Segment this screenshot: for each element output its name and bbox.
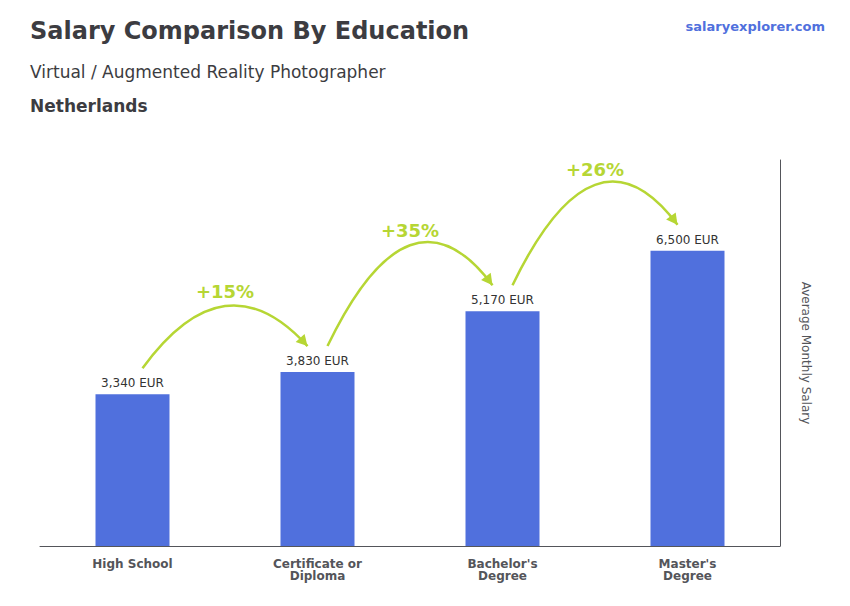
- svg-text:3,340 EUR: 3,340 EUR: [101, 376, 164, 390]
- svg-text:Netherlands: Netherlands: [30, 96, 148, 116]
- svg-text:Certificate or: Certificate or: [273, 557, 362, 571]
- svg-text:Degree: Degree: [663, 569, 712, 583]
- svg-text:5,170 EUR: 5,170 EUR: [471, 293, 534, 307]
- svg-text:Average Monthly Salary: Average Monthly Salary: [799, 282, 813, 425]
- svg-text:3,830 EUR: 3,830 EUR: [286, 354, 349, 368]
- svg-text:Bachelor's: Bachelor's: [467, 557, 538, 571]
- svg-text:salaryexplorer.com: salaryexplorer.com: [686, 19, 825, 34]
- svg-text:+15%: +15%: [196, 281, 254, 302]
- svg-text:Master's: Master's: [658, 557, 717, 571]
- svg-text:High School: High School: [92, 557, 172, 571]
- svg-text:Diploma: Diploma: [290, 569, 346, 583]
- svg-text:+26%: +26%: [566, 159, 624, 180]
- svg-text:Salary Comparison By Education: Salary Comparison By Education: [30, 17, 469, 45]
- svg-text:Virtual / Augmented Reality Ph: Virtual / Augmented Reality Photographer: [30, 62, 386, 82]
- svg-text:+35%: +35%: [381, 220, 439, 241]
- svg-text:6,500 EUR: 6,500 EUR: [656, 233, 719, 247]
- svg-text:Degree: Degree: [478, 569, 527, 583]
